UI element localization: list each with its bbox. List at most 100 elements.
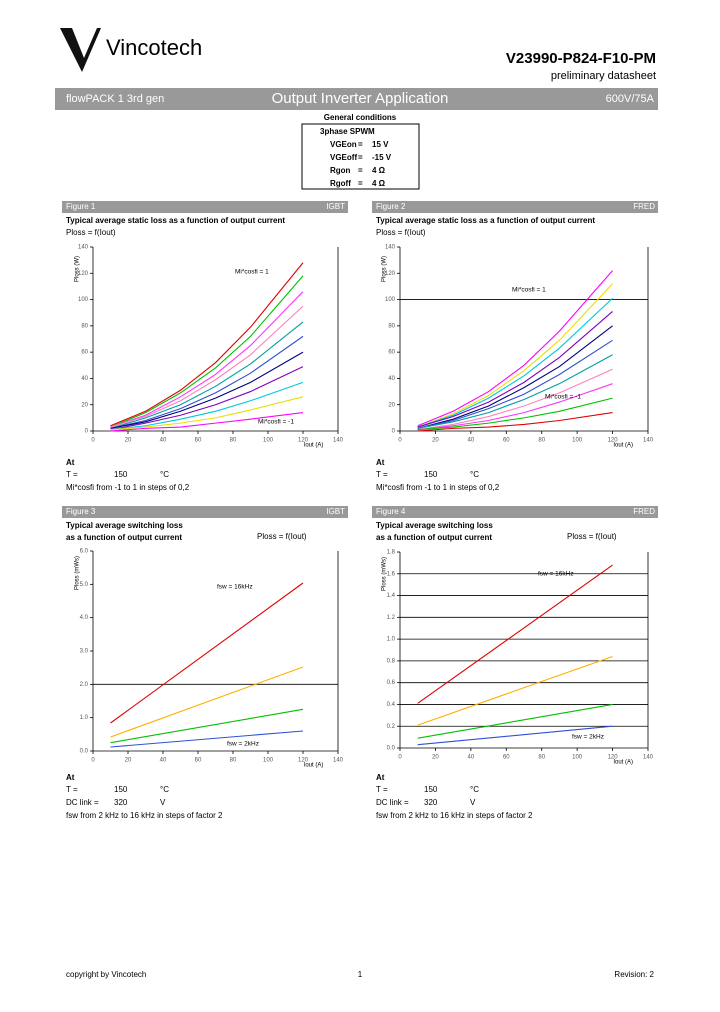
device-label: FRED — [633, 507, 655, 516]
x-tick-label: 20 — [432, 755, 439, 761]
series-line — [417, 703, 613, 739]
note: fsw from 2 kHz to 16 kHz in steps of fac… — [66, 811, 223, 820]
figure-bar — [62, 506, 348, 518]
y-tick-label: 0 — [85, 429, 89, 435]
figure-label: Figure 4 — [376, 507, 406, 516]
y-tick-label: 0.0 — [80, 749, 89, 755]
series-line — [110, 412, 304, 432]
condition-cell: -15 V — [372, 153, 392, 162]
part-number: V23990-P824-F10-PM — [506, 50, 656, 67]
note: 320 — [424, 798, 438, 807]
x-tick-label: 0 — [398, 438, 402, 444]
series-line — [110, 291, 304, 428]
annotation: fsw = 2kHz — [572, 734, 604, 741]
series-line — [110, 666, 304, 738]
series-line — [110, 730, 304, 748]
series-line — [417, 339, 613, 429]
condition-cell: = — [358, 153, 363, 162]
x-tick-label: 120 — [298, 758, 309, 764]
conditions-mode: 3phase SPWM — [320, 127, 375, 136]
y-tick-label: 0.0 — [387, 746, 396, 752]
annotation: fsw = 16kHz — [538, 571, 574, 578]
series-line — [417, 725, 613, 746]
x-tick-label: 80 — [230, 758, 237, 764]
x-tick-label: 80 — [230, 438, 237, 444]
series-line — [417, 325, 613, 429]
note: V — [160, 798, 166, 807]
condition-cell: = — [358, 140, 363, 149]
note: At — [66, 458, 75, 467]
note: fsw from 2 kHz to 16 kHz in steps of fac… — [376, 811, 533, 820]
title-band — [55, 88, 658, 110]
x-axis-label: Iout (A) — [304, 763, 324, 769]
y-tick-label: 80 — [81, 323, 88, 329]
note: T = — [376, 470, 388, 479]
series-line — [110, 262, 304, 427]
x-tick-label: 80 — [538, 755, 545, 761]
y-tick-label: 40 — [81, 376, 88, 382]
y-axis-label: Ploss (mWs) — [382, 557, 388, 591]
series-line — [417, 412, 613, 432]
figure-label: Figure 1 — [66, 202, 96, 211]
y-tick-label: 60 — [81, 350, 88, 356]
rating: 600V/75A — [606, 93, 655, 105]
annotation: Mi*cosfi = 1 — [512, 287, 546, 294]
note: At — [376, 458, 385, 467]
annotation: fsw = 2kHz — [227, 741, 259, 748]
page-number: 1 — [358, 970, 363, 979]
product: flowPACK 1 3rd gen — [66, 93, 164, 105]
x-tick-label: 140 — [643, 438, 654, 444]
x-tick-label: 60 — [503, 438, 510, 444]
note: 150 — [114, 470, 128, 479]
condition-cell: = — [358, 179, 363, 188]
condition-cell: 4 Ω — [372, 166, 386, 175]
figure-title: as a function of output current — [376, 533, 492, 542]
note: Mi*cosfi from -1 to 1 in steps of 0,2 — [66, 483, 190, 492]
condition-cell: Rgon — [330, 166, 351, 175]
y-tick-label: 4.0 — [80, 615, 89, 621]
y-tick-label: 100 — [78, 297, 89, 303]
series-line — [110, 335, 304, 429]
x-tick-label: 20 — [125, 438, 132, 444]
formula: Ploss = f(Iout) — [66, 228, 116, 237]
condition-cell: VGEoff — [330, 153, 357, 162]
device-label: IGBT — [326, 507, 345, 516]
y-tick-label: 40 — [388, 376, 395, 382]
brand: Vincotech — [106, 35, 202, 60]
x-tick-label: 80 — [538, 438, 545, 444]
conditions-box — [301, 123, 420, 190]
formula: Ploss = f(Iout) — [257, 532, 307, 541]
y-tick-label: 6.0 — [80, 549, 89, 555]
y-tick-label: 1.0 — [80, 715, 89, 721]
series-line — [110, 351, 304, 429]
series-line — [417, 656, 613, 726]
series-line — [417, 354, 613, 429]
y-tick-label: 1.0 — [387, 637, 396, 643]
note: °C — [160, 470, 169, 479]
series-line — [110, 582, 304, 724]
figure-title: Typical average static loss as a functio… — [66, 216, 285, 225]
y-tick-label: 60 — [388, 350, 395, 356]
note: T = — [376, 785, 388, 794]
y-tick-label: 0 — [392, 429, 396, 435]
series-line — [417, 397, 613, 431]
device-label: FRED — [633, 202, 655, 211]
y-tick-label: 0.8 — [387, 658, 396, 664]
x-tick-label: 0 — [398, 755, 402, 761]
series-line — [417, 283, 613, 428]
figure-bar — [62, 201, 348, 213]
annotation: fsw = 16kHz — [217, 584, 253, 591]
y-tick-label: 2.0 — [80, 682, 89, 688]
annotation: Mi*cosfi = -1 — [545, 394, 581, 401]
figure-label: Figure 2 — [376, 202, 406, 211]
y-axis-label: Ploss (W) — [75, 256, 81, 282]
annotation: Mi*cosfi = -1 — [258, 419, 294, 426]
note: 150 — [424, 470, 438, 479]
logo — [60, 28, 101, 72]
device-label: IGBT — [326, 202, 345, 211]
series-line — [417, 270, 613, 427]
x-tick-label: 60 — [195, 438, 202, 444]
y-tick-label: 0.2 — [387, 724, 396, 730]
figure-title: as a function of output current — [66, 533, 182, 542]
x-tick-label: 40 — [160, 758, 167, 764]
